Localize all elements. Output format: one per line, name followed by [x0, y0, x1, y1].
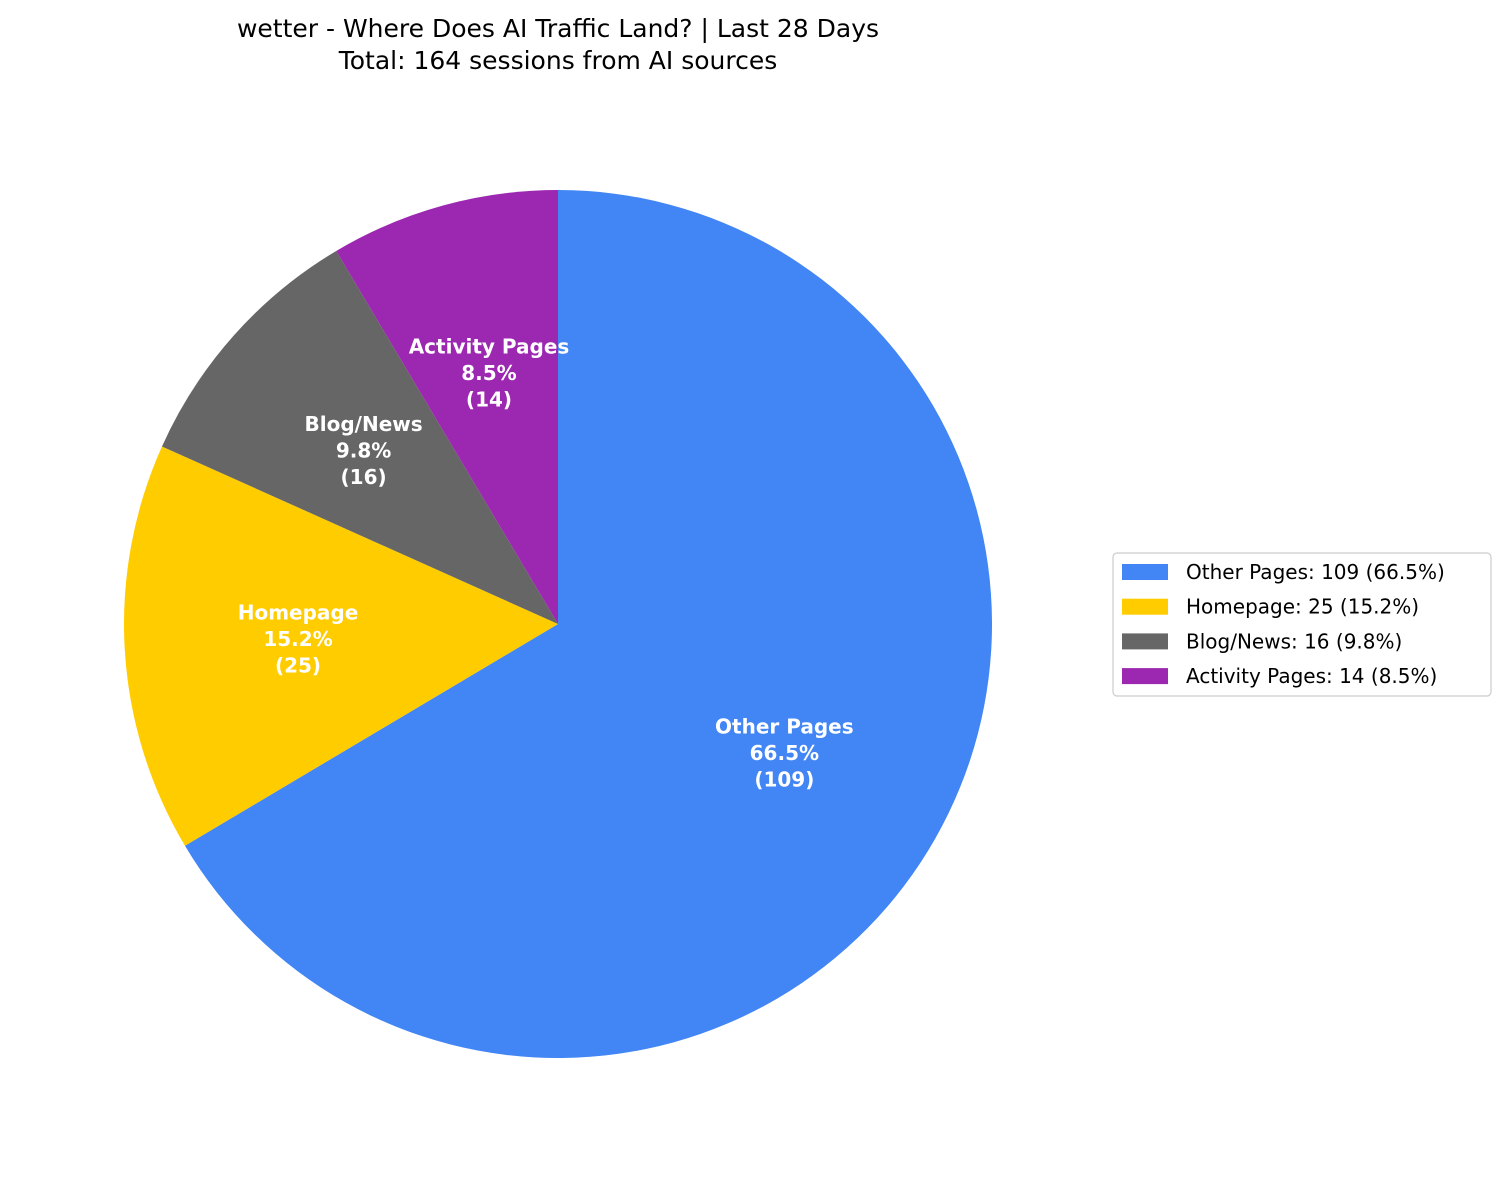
- slice-percent-activity-pages: 8.5%: [461, 361, 516, 385]
- slice-percent-blog-news: 9.8%: [336, 439, 391, 463]
- chart-subtitle: Total: 164 sessions from AI sources: [338, 46, 778, 75]
- pie-slice-labels: Other Pages 66.5%(109) Homepage 15.2%(25) Bl…: [238, 334, 854, 791]
- legend-label-homepage: Homepage: 25 (15.2%): [1186, 595, 1419, 619]
- legend-swatch-other-pages: [1122, 564, 1168, 580]
- slice-label-homepage: Homepage: [238, 600, 359, 624]
- slice-count-activity-pages: (14): [466, 387, 512, 411]
- legend-label-activity-pages: Activity Pages: 14 (8.5%): [1186, 664, 1437, 688]
- pie-slice-blog-news: [161, 250, 558, 625]
- slice-label-other-pages: Other Pages: [715, 714, 854, 738]
- pie-slices: [123, 190, 993, 1058]
- legend-swatch-homepage: [1122, 598, 1168, 615]
- legend-swatch-blog-news: [1122, 633, 1168, 650]
- slice-label-blog-news: Blog/News: [305, 412, 423, 436]
- slice-percent-homepage: 15.2%: [263, 627, 332, 651]
- pie-slice-activity-pages: [336, 190, 558, 624]
- chart-title: wetter - Where Does AI Traffic Land? | L…: [237, 14, 879, 43]
- legend-label-other-pages: Other Pages: 109 (66.5%): [1186, 560, 1445, 584]
- pie-slice-other-pages: [184, 190, 993, 1058]
- legend-frame: [1112, 552, 1492, 697]
- slice-count-other-pages: (109): [754, 767, 814, 791]
- pie-slice-homepage: [123, 446, 558, 846]
- legend-swatch-activity-pages: [1122, 668, 1168, 685]
- slice-count-homepage: (25): [275, 653, 321, 677]
- slice-label-activity-pages: Activity Pages: [409, 334, 570, 358]
- chart-legend: Other Pages: 109 (66.5%) Homepage: 25 (15…: [1112, 552, 1492, 697]
- slice-percent-other-pages: 66.5%: [750, 741, 819, 765]
- legend-label-blog-news: Blog/News: 16 (9.8%): [1186, 629, 1402, 653]
- slice-count-blog-news: (16): [341, 465, 387, 489]
